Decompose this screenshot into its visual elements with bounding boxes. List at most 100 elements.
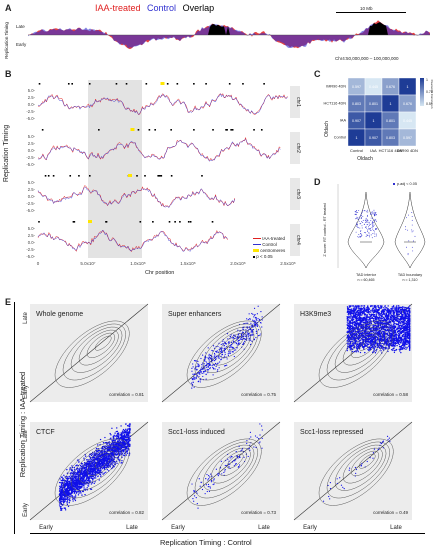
heatmap-value: 0.597 — [352, 85, 361, 89]
scatter-point — [223, 365, 226, 367]
scatter-point — [365, 345, 368, 347]
scatter-point — [373, 349, 375, 351]
scatter-point — [401, 313, 403, 316]
violin-point — [370, 211, 372, 213]
violin-point — [411, 224, 413, 226]
y-tick-label: 0.0- — [28, 102, 36, 107]
scatter-point — [392, 319, 395, 321]
scatter-point — [190, 382, 193, 384]
scatter-point — [390, 314, 392, 316]
scatter-point — [379, 333, 381, 336]
scatter-point — [248, 337, 250, 340]
scatter-point — [355, 341, 357, 343]
scatter-point — [352, 310, 355, 312]
scatter-point — [362, 308, 364, 310]
heatmap-row-label: IMR90 4DN — [326, 85, 346, 89]
scatter-point — [366, 327, 368, 330]
scatter-point — [228, 351, 230, 353]
scatter-point — [380, 350, 382, 352]
pval-mark — [44, 175, 47, 177]
scatter-point — [366, 332, 369, 334]
scatter-point — [67, 483, 69, 485]
scatter-point — [123, 452, 126, 455]
pval-mark — [253, 129, 255, 131]
legend-d-label: p.adj < 0.05 — [397, 182, 417, 186]
scatter-point — [358, 307, 360, 310]
scatter-point — [123, 430, 125, 432]
scatter-point — [369, 348, 371, 351]
scatter-point — [408, 335, 411, 337]
scatter-point — [403, 336, 406, 338]
scatter-point — [371, 336, 373, 338]
scatter-point — [216, 350, 218, 352]
scatter-point — [398, 333, 400, 336]
violin-point — [370, 224, 372, 226]
scatter-point — [375, 319, 377, 321]
scatter-point — [217, 357, 219, 359]
scatter-point — [373, 313, 375, 316]
scatter-point — [373, 348, 376, 350]
scatter-point — [228, 352, 230, 354]
scatter-point — [69, 482, 71, 485]
scatter-point — [388, 343, 390, 346]
scatter-point — [346, 324, 348, 326]
scatter-point — [408, 324, 411, 327]
scatter-point — [257, 305, 259, 307]
scatter-point — [398, 335, 400, 337]
violin-point — [363, 224, 365, 225]
violin-point — [360, 217, 362, 219]
scatter-point — [376, 309, 378, 311]
scatter-point — [247, 336, 249, 338]
series-line-control — [37, 187, 236, 209]
violin-point — [372, 233, 374, 234]
scatter-point — [367, 335, 370, 338]
scatter-point — [79, 491, 81, 493]
scatter-point — [404, 316, 406, 319]
pval-mark — [225, 129, 227, 131]
scatter-point — [367, 316, 369, 318]
scatter-point — [401, 315, 404, 318]
scatter-point — [351, 340, 353, 343]
scatter-point — [214, 356, 217, 358]
scatter-point — [221, 353, 223, 356]
scatter-point — [355, 322, 358, 325]
scatter-point — [116, 462, 118, 464]
scatter-point — [101, 451, 104, 453]
centromere-mark — [130, 128, 135, 131]
scatter-point — [367, 307, 370, 309]
scatter-point — [358, 314, 361, 316]
scatter-point — [364, 342, 366, 344]
scatter-point — [213, 367, 215, 369]
scatter-point — [66, 468, 68, 471]
heatmap-value: 0.676 — [403, 102, 412, 106]
scatter-point — [63, 481, 66, 483]
scatter-point — [102, 473, 104, 475]
pval-mark — [38, 221, 40, 223]
scatter-point — [349, 325, 352, 327]
scatter-point — [191, 367, 193, 369]
scatter-point — [247, 318, 249, 321]
scatter-point — [398, 315, 400, 318]
scatter-point — [81, 494, 83, 496]
scatter-point — [375, 309, 377, 311]
scatter-point — [408, 333, 411, 335]
scatter-point — [350, 315, 352, 317]
scatter-point — [387, 308, 389, 310]
scatter-point — [379, 347, 381, 349]
scatter-point — [353, 320, 356, 323]
scatter-point — [220, 355, 222, 357]
scatter-point — [111, 427, 113, 429]
scatter-point — [84, 493, 86, 496]
scatter-point — [352, 305, 355, 307]
scatter-point — [91, 457, 93, 459]
violin-point — [355, 211, 357, 213]
scatter-point — [398, 306, 400, 309]
scatter-point — [365, 332, 368, 335]
violin-point — [367, 211, 369, 213]
scatter-point — [224, 348, 226, 351]
scatter-point — [356, 345, 359, 348]
centromere-mark — [160, 82, 165, 85]
scatter-point — [347, 308, 350, 310]
track-a-control — [28, 22, 430, 49]
scatter-point — [406, 321, 409, 324]
